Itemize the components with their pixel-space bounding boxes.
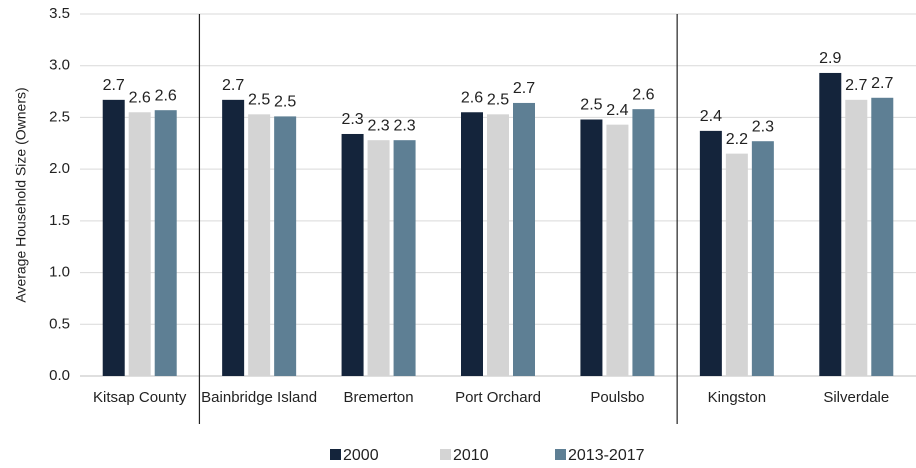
value-label: 2.7 — [513, 80, 535, 97]
x-tick-label: Bainbridge Island — [201, 389, 318, 406]
value-label: 2.7 — [222, 77, 244, 94]
x-tick-label: Silverdale — [823, 389, 890, 406]
value-label: 2.7 — [871, 75, 893, 92]
value-label: 2.4 — [700, 108, 722, 125]
value-label: 2.2 — [726, 131, 748, 148]
x-tick-label: Poulsbo — [590, 389, 645, 406]
y-tick-label: 3.0 — [49, 57, 70, 74]
bar — [102, 99, 125, 377]
y-tick-label: 1.0 — [49, 264, 70, 281]
y-tick-label: 2.0 — [49, 160, 70, 177]
value-label: 2.5 — [248, 92, 270, 109]
x-tick-label: Kingston — [707, 389, 767, 406]
value-label: 2.7 — [103, 77, 125, 94]
bar — [580, 119, 603, 377]
bar — [819, 72, 842, 376]
bar — [845, 99, 868, 377]
bar — [461, 112, 483, 376]
bar — [632, 109, 655, 376]
bar — [341, 133, 364, 376]
bar — [513, 102, 535, 376]
x-tick-label: Bremerton — [343, 389, 414, 406]
legend-swatch — [330, 449, 341, 460]
bar — [487, 114, 509, 376]
y-tick-label: 0.5 — [49, 315, 70, 332]
y-tick-label: 0.0 — [49, 367, 70, 384]
y-tick-label: 2.5 — [49, 108, 70, 125]
y-tick-label: 1.5 — [49, 212, 70, 229]
value-label: 2.5 — [274, 94, 296, 111]
bar — [606, 124, 629, 376]
value-label: 2.7 — [845, 77, 867, 94]
value-label: 2.5 — [487, 92, 509, 109]
x-tick-label: Port Orchard — [455, 389, 541, 406]
value-label: 2.9 — [819, 50, 841, 67]
bar — [367, 140, 390, 376]
legend-label: 2010 — [453, 447, 489, 464]
legend-swatch — [440, 449, 451, 460]
value-label: 2.3 — [367, 117, 389, 134]
bar — [274, 116, 297, 376]
value-label: 2.5 — [580, 97, 602, 114]
legend-swatch — [555, 449, 566, 460]
bar — [128, 112, 151, 376]
value-label: 2.4 — [606, 102, 628, 119]
value-label: 2.3 — [393, 117, 415, 134]
bar — [393, 140, 416, 376]
value-label: 2.3 — [752, 118, 774, 135]
value-label: 2.3 — [341, 111, 363, 128]
value-label: 2.6 — [129, 89, 151, 106]
y-tick-label: 3.5 — [49, 5, 70, 22]
bar — [248, 114, 271, 376]
legend-label: 2000 — [343, 447, 379, 464]
bar — [871, 97, 894, 376]
value-label: 2.6 — [461, 89, 483, 106]
bar — [699, 130, 722, 376]
x-tick-label: Kitsap County — [93, 389, 187, 406]
bar — [222, 99, 245, 377]
legend-label: 2013-2017 — [568, 447, 645, 464]
value-label: 2.6 — [155, 87, 177, 104]
bar — [751, 141, 774, 376]
bar — [725, 153, 748, 376]
bar — [154, 110, 177, 376]
value-label: 2.6 — [632, 86, 654, 103]
y-axis-label: Average Household Size (Owners) — [13, 87, 29, 302]
